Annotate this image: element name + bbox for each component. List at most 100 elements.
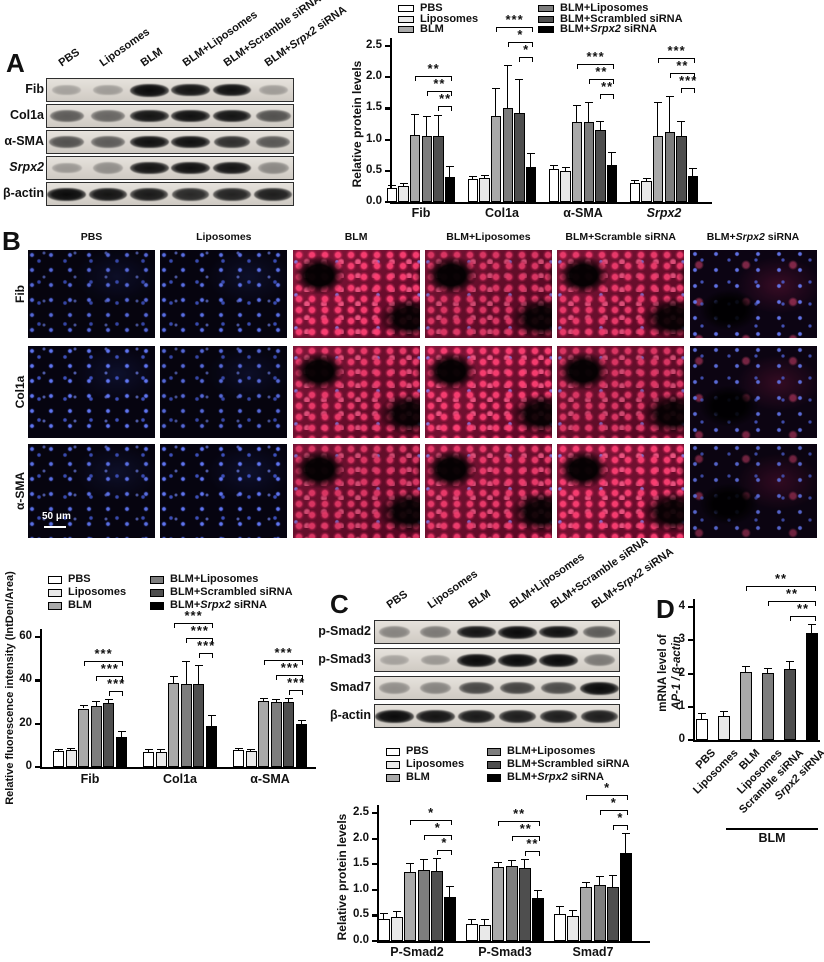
panel-c-band: [379, 682, 410, 694]
error-bar: [612, 875, 613, 887]
panel-c-band: [539, 625, 578, 639]
bar-Liposomes: [155, 751, 167, 767]
bar-BLM+Liposomes: [593, 885, 606, 941]
legend-label: BLM: [406, 771, 430, 783]
bar-BLM+Scrambled siRNA: [676, 136, 687, 202]
panel-c-band: [416, 709, 455, 723]
bar-PBS: [467, 178, 479, 202]
error-bar: [657, 102, 659, 137]
y-tick-label: 2.5: [353, 806, 369, 818]
error-bar-cap: [393, 910, 402, 912]
bar-PBS: [548, 168, 560, 202]
micrograph-row1-col2: [160, 250, 288, 338]
bar-BLM+Srpx2 siRNA: [606, 164, 618, 202]
error-bar-cap: [595, 875, 604, 877]
error-bar-cap: [520, 858, 529, 860]
panel-c-band: [457, 625, 496, 639]
legend-label: BLM+Scrambled siRNA: [560, 12, 683, 25]
y-tick-label: 2.5: [366, 39, 382, 51]
panel-b-row-label: α-SMA: [13, 471, 27, 511]
significance-bracket: [588, 78, 614, 84]
bar-Liposomes: [391, 917, 404, 941]
error-bar-cap: [169, 675, 178, 677]
panel-a-band: [130, 109, 169, 123]
error-bar: [745, 665, 747, 672]
bar-BLM+Liposomes: [90, 705, 102, 767]
bar-Liposomes: [479, 924, 492, 941]
bar-PBS: [696, 719, 708, 740]
x-category-label: Fib: [411, 206, 431, 220]
error-bar: [484, 919, 486, 925]
significance-bracket: [681, 87, 695, 93]
error-bar-cap: [764, 667, 772, 669]
significance-label: **: [595, 63, 608, 79]
significance-bracket: [83, 660, 124, 666]
legend-label: PBS: [406, 745, 429, 757]
y-tick-label: 1.5: [353, 857, 369, 870]
bar-BLM: [740, 671, 752, 740]
significance-label: *: [441, 835, 448, 851]
panel-c-lane-label: PBS: [384, 588, 410, 612]
bar-BLM: [258, 700, 270, 767]
panel-a-band: [254, 187, 293, 201]
error-bar-cap: [569, 910, 578, 912]
legend-label: Liposomes: [68, 586, 127, 598]
y-axis-title: Relative protein levels: [350, 60, 364, 188]
significance-bracket: [577, 63, 614, 69]
panel-a-band: [213, 135, 251, 149]
y-axis-tick: [35, 766, 40, 769]
panel-a-band: [212, 109, 252, 123]
error-bar: [692, 168, 694, 176]
panel-c-band: [499, 681, 536, 695]
y-axis: [40, 629, 43, 767]
panel-a-band: [130, 161, 169, 175]
significance-bracket: [669, 72, 695, 78]
micrograph-row2-col6: [689, 346, 817, 438]
legend-swatch: [538, 15, 554, 23]
error-bar: [598, 875, 600, 886]
x-category-label: Col1a: [484, 206, 520, 220]
error-bar: [497, 861, 499, 867]
panel-a-lane-label: PBS: [56, 46, 82, 70]
error-bar: [436, 858, 437, 871]
panel-a-band: [51, 162, 82, 174]
bar-BLM+Scrambled siRNA: [514, 113, 525, 202]
bar-Liposomes: [641, 180, 652, 202]
y-axis: [390, 38, 393, 202]
error-bar-cap: [596, 120, 605, 122]
panel-a-band: [213, 187, 251, 201]
legend-label: BLM+Scrambled siRNA: [170, 586, 293, 598]
bar-BLM+Scrambled siRNA: [606, 886, 619, 941]
legend-label: BLM+Liposomes: [507, 745, 596, 757]
bar-BLM+Liposomes: [180, 683, 192, 767]
error-bar: [95, 700, 97, 706]
error-bar: [472, 175, 474, 179]
panel-c-band: [420, 682, 451, 694]
significance-bracket: [288, 689, 304, 695]
error-bar-cap: [207, 715, 216, 716]
legend-label: BLM+Srpx2 siRNA: [560, 23, 657, 35]
x-category-label: α-SMA: [563, 206, 603, 220]
y-axis-tick: [385, 107, 390, 110]
significance-label: ***: [107, 675, 126, 691]
error-bar: [483, 175, 485, 179]
y-axis-tick: [372, 863, 377, 866]
legend-swatch: [386, 774, 400, 782]
legend-swatch: [487, 761, 501, 769]
error-bar: [524, 858, 525, 868]
error-bar-cap: [432, 858, 441, 860]
error-bar-cap: [67, 747, 76, 749]
error-bar: [250, 748, 252, 751]
panel-c-band: [380, 654, 409, 666]
error-bar-cap: [608, 875, 617, 877]
y-axis-tick: [372, 888, 377, 891]
error-bar-cap: [284, 698, 293, 700]
panel-a-band: [257, 162, 289, 174]
error-bar-cap: [720, 711, 728, 713]
legend-label: Liposomes: [406, 758, 465, 770]
error-bar: [414, 114, 416, 135]
error-bar: [172, 675, 174, 684]
significance-label: **: [427, 61, 440, 77]
error-bar-cap: [388, 184, 396, 186]
bar-BLM: [492, 866, 505, 941]
